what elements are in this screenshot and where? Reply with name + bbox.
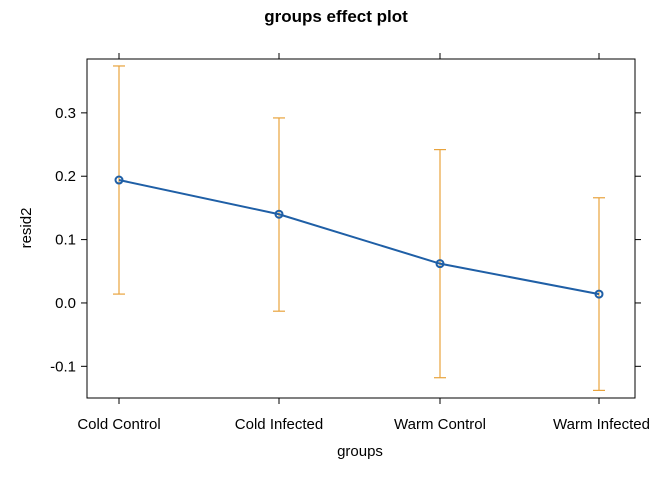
x-axis-label: groups (337, 443, 383, 460)
y-tick-label: 0.0 (55, 295, 76, 312)
axis-ticks (81, 53, 641, 404)
x-tick-labels: Cold Control Cold Infected Warm Control War… (77, 416, 650, 433)
chart-title: groups effect plot (264, 7, 408, 26)
y-tick-label: 0.2 (55, 168, 76, 185)
error-bars (113, 65, 605, 391)
x-tick-label: Warm Control (394, 416, 486, 433)
x-tick-label: Cold Infected (235, 416, 323, 433)
data-point (274, 209, 284, 219)
y-axis-label: resid2 (18, 208, 35, 249)
x-tick-label: Cold Control (77, 416, 160, 433)
data-point (114, 175, 124, 185)
series-line (118, 179, 600, 296)
y-tick-label: 0.1 (55, 232, 76, 249)
y-tick-label: 0.3 (55, 105, 76, 122)
data-points (114, 175, 604, 299)
data-point (594, 289, 604, 299)
data-point (435, 259, 445, 269)
y-tick-label: -0.1 (50, 358, 76, 375)
plot-frame (86, 58, 636, 399)
x-tick-label: Warm Infected (553, 416, 650, 433)
y-tick-labels: -0.1 0.0 0.1 0.2 0.3 (50, 105, 76, 375)
